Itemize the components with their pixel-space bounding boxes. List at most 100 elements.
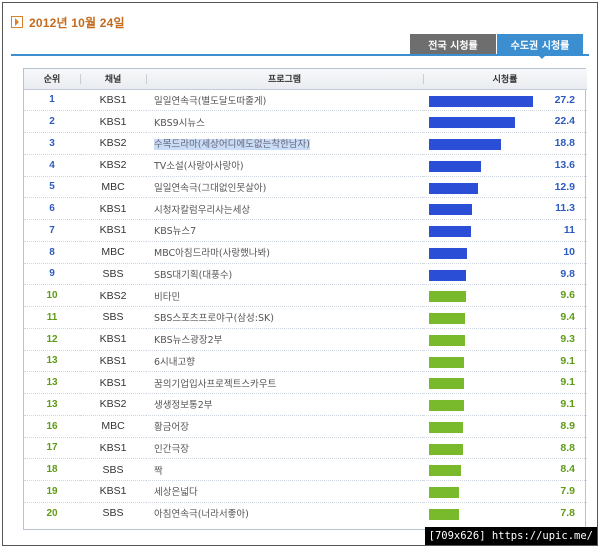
rank-cell: 16 — [24, 415, 80, 438]
table-row: 13 KBS1 6시내고향 9.1 — [24, 350, 587, 373]
program-title-link[interactable]: KBS뉴스7 — [154, 226, 197, 238]
program-cell: MBC아침드라마(사랑했나봐) — [146, 241, 423, 264]
image-watermark: [709x626] https://upic.me/ — [424, 527, 597, 545]
table-header-row: 순위 채널 프로그램 시청률 — [24, 69, 587, 90]
program-title-link[interactable]: 비타민 — [154, 291, 181, 303]
program-cell: 인간극장 — [146, 437, 423, 460]
program-title-link[interactable]: 생생정보통2부 — [154, 400, 213, 412]
table-row: 8 MBC MBC아침드라마(사랑했나봐) 10 — [24, 241, 587, 264]
channel-cell: KBS1 — [80, 350, 146, 373]
program-title-link[interactable]: 수목드라마(세상어디에도없는착한남자) — [154, 139, 310, 151]
program-cell: 일일연속극(별도달도따줄게) — [146, 89, 423, 112]
rating-bar — [429, 95, 533, 107]
rating-bar — [429, 247, 467, 259]
rating-value: 8.4 — [560, 463, 575, 476]
channel-cell: MBC — [80, 241, 146, 264]
rank-cell: 17 — [24, 437, 80, 460]
program-cell: KBS뉴스7 — [146, 219, 423, 242]
program-cell: 수목드라마(세상어디에도없는착한남자) — [146, 132, 423, 155]
program-title-link[interactable]: KBS뉴스광장2부 — [154, 335, 223, 347]
rank-cell: 20 — [46, 507, 58, 519]
program-title-link[interactable]: MBC아침드라마(사랑했나봐) — [154, 248, 270, 260]
rating-value: 9.4 — [560, 311, 575, 323]
table-row: 9 SBS SBS대기획(대풍수) 9.8 — [24, 263, 587, 286]
rank-cell: 13 — [24, 350, 80, 373]
program-cell: 아침연속극(너라서좋아) — [146, 502, 423, 524]
rating-value: 9.8 — [560, 267, 575, 280]
channel-cell: KBS1 — [80, 480, 146, 503]
program-title-link[interactable]: 일일연속극(별도달도따줄게) — [154, 95, 267, 107]
rating-bar — [429, 313, 465, 324]
col-rating-header: 시청률 — [423, 69, 587, 90]
program-title-link[interactable]: 세상은넓다 — [154, 487, 198, 499]
rank-cell: 3 — [24, 132, 80, 155]
program-cell: 비타민 — [146, 284, 423, 307]
program-cell: 시청자칼럼우리사는세상 — [146, 197, 423, 220]
program-title-link[interactable]: 꿈의기업입사프로젝트스카우트 — [154, 378, 277, 390]
channel-cell: MBC — [80, 176, 146, 199]
rank-cell: 2 — [24, 110, 80, 133]
arrow-right-icon — [11, 16, 23, 28]
rank-cell: 11 — [24, 306, 80, 329]
rating-cell: 9.1 — [423, 350, 587, 373]
program-title-link[interactable]: 인간극장 — [154, 443, 189, 455]
tab-national-rating[interactable]: 전국 시청률 — [410, 34, 496, 54]
rating-cell: 9.4 — [423, 306, 587, 329]
program-title-link[interactable]: 6시내고향 — [154, 356, 196, 368]
table-row: 3 KBS2 수목드라마(세상어디에도없는착한남자) 18.8 — [24, 132, 587, 155]
rating-bar — [429, 204, 472, 216]
rating-cell: 9.8 — [423, 263, 587, 286]
rating-cell: 8.8 — [423, 437, 587, 460]
rating-cell: 7.8 — [423, 502, 587, 524]
program-title-link[interactable]: 황금어장 — [154, 422, 189, 434]
rating-value: 8.8 — [560, 441, 575, 454]
program-title-link[interactable]: 일일연속극(그대없인못살아) — [154, 182, 267, 194]
channel-cell: KBS1 — [80, 437, 146, 460]
rating-cell: 8.9 — [423, 415, 587, 438]
program-title-link[interactable]: KBS9시뉴스 — [154, 117, 205, 129]
rating-tabs: 전국 시청률 수도권 시청률 — [410, 34, 583, 54]
program-cell: 세상은넓다 — [146, 480, 423, 503]
channel-cell: KBS1 — [80, 197, 146, 220]
table-row: 7 KBS1 KBS뉴스7 11 — [24, 219, 587, 242]
program-cell: KBS9시뉴스 — [146, 110, 423, 133]
rating-cell: 22.4 — [423, 110, 587, 133]
rating-value: 8.9 — [560, 419, 575, 432]
channel-cell: KBS1 — [80, 110, 146, 133]
channel-cell: KBS2 — [80, 132, 146, 155]
program-title-link[interactable]: 시청자칼럼우리사는세상 — [154, 204, 251, 216]
tab-divider — [11, 54, 589, 56]
table-row: 11 SBS SBS스포츠프로야구(삼성:SK) 9.4 — [24, 306, 587, 329]
channel-cell: SBS — [80, 458, 146, 481]
rank-cell: 4 — [24, 154, 80, 177]
rating-cell: 11 — [423, 219, 587, 242]
table-row: 18 SBS 짝 8.4 — [24, 458, 587, 481]
table-row: 17 KBS1 인간극장 8.8 — [24, 437, 587, 460]
table-row: 20 SBS 아침연속극(너라서좋아) 7.8 — [24, 502, 587, 524]
col-rank-header: 순위 — [24, 69, 80, 90]
rank-cell: 6 — [24, 197, 80, 220]
program-title-link[interactable]: 아침연속극(너라서좋아) — [154, 509, 249, 521]
tab-capital-rating[interactable]: 수도권 시청률 — [497, 34, 583, 54]
program-cell: KBS뉴스광장2부 — [146, 328, 423, 351]
program-title-link[interactable]: SBS스포츠프로야구(삼성:SK) — [154, 313, 274, 325]
program-cell: SBS스포츠프로야구(삼성:SK) — [146, 306, 423, 329]
program-cell: TV소설(사랑아사랑아) — [146, 154, 423, 177]
program-cell: 황금어장 — [146, 415, 423, 438]
table-row: 16 MBC 황금어장 8.9 — [24, 415, 587, 438]
program-title-link[interactable]: TV소설(사랑아사랑아) — [154, 161, 244, 173]
rating-cell: 18.8 — [423, 132, 587, 155]
rating-value: 11 — [563, 224, 575, 236]
rating-bar — [429, 508, 459, 520]
rank-cell: 9 — [24, 263, 80, 286]
channel-cell: SBS — [80, 263, 146, 286]
rating-cell: 10 — [423, 241, 587, 264]
rating-bar — [429, 139, 501, 150]
channel-cell: KBS2 — [80, 154, 146, 177]
program-title-link[interactable]: SBS대기획(대풍수) — [154, 269, 233, 281]
program-cell: 생생정보통2부 — [146, 393, 423, 416]
rank-cell: 5 — [24, 176, 80, 199]
date-label: 2012년 10월 24일 — [29, 15, 125, 30]
program-title-link[interactable]: 짝 — [154, 465, 163, 477]
